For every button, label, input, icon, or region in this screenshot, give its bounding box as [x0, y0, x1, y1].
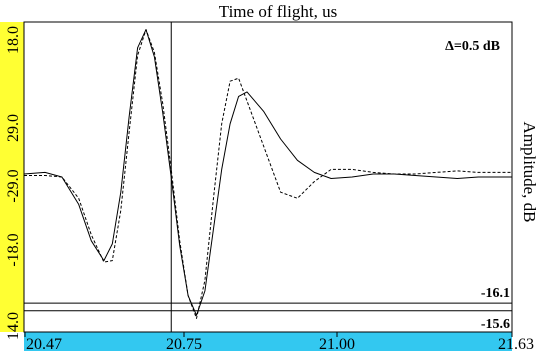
- x-tick-label: 21.00: [319, 336, 355, 351]
- marker-label-1: -16.1: [481, 286, 510, 301]
- series-layer: [23, 29, 512, 319]
- marker-label-2: -15.6: [481, 317, 510, 332]
- chart-title: Time of flight, us: [219, 2, 337, 21]
- x-tick-label: 20.75: [166, 336, 202, 351]
- y-tick-label: 14.0: [5, 312, 22, 340]
- delta-label: Δ=0.5 dB: [445, 39, 500, 54]
- y-axis-title: Amplitude, dB: [520, 121, 536, 222]
- y-tick-label: 18.0: [5, 26, 22, 54]
- left-axis-band: [0, 22, 24, 332]
- y-tick-label: 29.0: [5, 114, 22, 142]
- bottom-axis-band: [24, 332, 512, 351]
- series-line-dashed: [24, 29, 512, 319]
- marker-layer: -16.1 -15.6: [24, 286, 512, 332]
- x-tick-label: 21.63: [498, 336, 534, 351]
- series-line-solid: [23, 29, 512, 316]
- y-tick-label: -29.0: [5, 169, 22, 202]
- tick-layer: 20.47 20.75 21.00 21.63 18.0 29.0 -29.0 -18.0 14…: [5, 26, 534, 353]
- y-tick-label: -18.0: [5, 233, 22, 266]
- x-tick-label: 20.47: [26, 336, 62, 351]
